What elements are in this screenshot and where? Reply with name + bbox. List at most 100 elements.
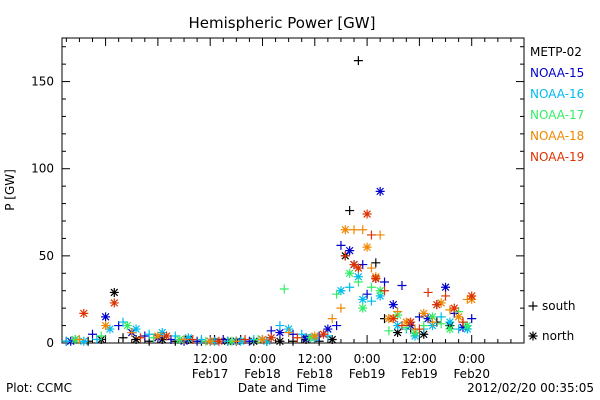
legend-entry: NOAA-17 [530, 108, 584, 122]
data-point [366, 282, 376, 292]
data-point [109, 298, 119, 308]
x-tick-time-label: 0:00 [249, 352, 276, 366]
data-point [445, 317, 455, 327]
x-tick-date-label: Feb18 [297, 367, 334, 381]
data-point [388, 314, 398, 324]
data-point [366, 263, 376, 273]
data-point [358, 225, 368, 235]
data-point [61, 336, 71, 346]
data-point [375, 186, 385, 196]
data-point [319, 329, 329, 339]
data-point [397, 280, 407, 290]
data-point [349, 260, 359, 270]
data-point [458, 317, 468, 327]
data-point [349, 225, 359, 235]
y-tick-label: 0 [46, 336, 54, 350]
data-point [353, 263, 363, 273]
data-point [131, 324, 141, 334]
data-point [192, 336, 202, 346]
data-point [345, 282, 355, 292]
data-point [88, 329, 98, 339]
data-point [380, 286, 390, 296]
data-point [449, 303, 459, 313]
chart-title: Hemispheric Power [GW] [189, 14, 376, 32]
data-point [336, 240, 346, 250]
data-point [397, 321, 407, 331]
data-point [327, 335, 337, 345]
data-point [323, 324, 333, 334]
data-point [358, 303, 368, 313]
data-points [61, 56, 477, 346]
data-point [340, 251, 350, 261]
data-point [375, 230, 385, 240]
data-point [275, 321, 285, 331]
data-point [240, 335, 250, 345]
x-tick-time-label: 0:00 [458, 352, 485, 366]
data-point [162, 331, 172, 341]
data-point [362, 242, 372, 252]
data-point [196, 335, 206, 345]
x-tick-time-label: 0:00 [354, 352, 381, 366]
data-point [336, 303, 346, 313]
data-point [205, 336, 215, 346]
data-point [353, 56, 363, 66]
data-point [122, 321, 132, 331]
data-point [454, 312, 464, 322]
x-tick-time-label: 12:00 [402, 352, 437, 366]
data-point [340, 225, 350, 235]
footer-right: 2012/02/20 00:35:05 [467, 381, 594, 395]
data-point [436, 298, 446, 308]
data-point [445, 324, 455, 334]
data-point [332, 321, 342, 331]
data-point [467, 291, 477, 301]
data-point [305, 333, 315, 343]
marker-legend-label: south [542, 299, 576, 313]
y-tick-label: 50 [39, 249, 54, 263]
data-point [79, 336, 89, 346]
data-point [231, 336, 241, 346]
data-point [135, 333, 145, 343]
data-point [388, 300, 398, 310]
data-point [423, 314, 433, 324]
data-point [332, 289, 342, 299]
x-tick-date-label: Feb19 [401, 367, 438, 381]
data-point [436, 319, 446, 329]
data-point [188, 335, 198, 345]
x-tick-date-label: Feb20 [453, 367, 490, 381]
data-point [345, 268, 355, 278]
legend-entry: NOAA-15 [530, 66, 584, 80]
data-point [183, 333, 193, 343]
y-axis: 0 50 100 150 [31, 46, 524, 350]
plot-frame [61, 37, 525, 344]
data-point [96, 331, 106, 341]
data-point [266, 333, 276, 343]
series-metp-02 [61, 56, 468, 346]
data-point [358, 294, 368, 304]
data-point [262, 336, 272, 346]
data-point [79, 308, 89, 318]
series-legend: METP-02 NOAA-15 NOAA-16 NOAA-17 NOAA-18 NOAA-… [530, 45, 584, 164]
data-point [458, 322, 468, 332]
footer-left: Plot: CCMC [6, 381, 72, 395]
data-point [336, 286, 346, 296]
data-point [292, 333, 302, 343]
data-point [109, 287, 119, 297]
data-point [371, 258, 381, 268]
data-point [393, 307, 403, 317]
x-tick-date-label: Feb19 [349, 367, 386, 381]
data-point [127, 328, 137, 338]
data-point [462, 321, 472, 331]
x-tick-date-label: Feb18 [244, 367, 281, 381]
plot-area [61, 37, 525, 344]
data-point [118, 333, 128, 343]
data-point [275, 328, 285, 338]
data-point [284, 328, 294, 338]
legend-entry: NOAA-18 [530, 129, 584, 143]
marker-legend-item: north [528, 329, 574, 343]
marker-legend: south north [528, 299, 576, 343]
data-point [362, 209, 372, 219]
legend-entry: NOAA-16 [530, 87, 584, 101]
data-point [214, 336, 224, 346]
data-point [140, 331, 150, 341]
data-point [441, 291, 451, 301]
